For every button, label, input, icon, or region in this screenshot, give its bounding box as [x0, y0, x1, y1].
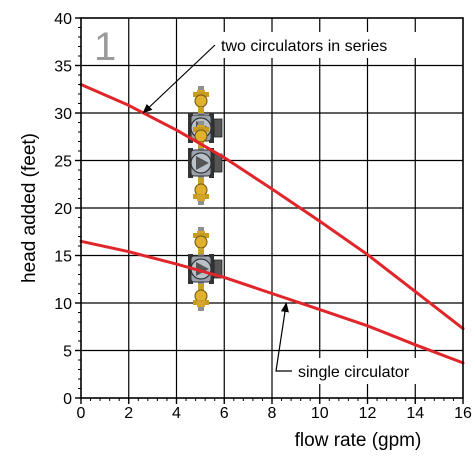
y-tick-label: 15 [54, 249, 72, 266]
grid [81, 18, 463, 398]
y-tick-label: 40 [54, 11, 72, 28]
y-tick-label: 25 [54, 154, 72, 171]
annotation-two-circulators: two circulators in series [221, 38, 387, 55]
x-tick-label: 4 [172, 405, 181, 422]
x-tick-label: 14 [406, 405, 424, 422]
annotation-arrow-single-circulator [275, 302, 292, 372]
y-tick-label: 5 [63, 344, 72, 361]
x-tick-label: 0 [77, 405, 86, 422]
annotations: two circulators in series single circula… [142, 32, 444, 384]
x-tick-label: 16 [454, 405, 472, 422]
x-tick-label: 8 [268, 405, 277, 422]
series-line-single-circulator [79, 239, 465, 365]
y-tick-label: 30 [54, 106, 72, 123]
panel-number: 1 [94, 25, 116, 69]
x-tick-label: 12 [359, 405, 377, 422]
annotation-bg-single [292, 358, 440, 384]
y-tick-label: 0 [63, 391, 72, 408]
y-tick-label: 10 [54, 296, 72, 313]
axis-ticks: 0 2 4 6 8 10 12 14 16 0 5 10 15 20 25 30 35 40 [54, 11, 472, 422]
annotation-arrow-two-circulators [142, 44, 216, 114]
annotation-single-circulator: single circulator [298, 364, 410, 381]
x-tick-label: 2 [124, 405, 133, 422]
x-tick-label: 10 [311, 405, 329, 422]
y-axis-title: head added (feet) [19, 133, 40, 283]
y-tick-label: 35 [54, 59, 72, 76]
x-axis-title: flow rate (gpm) [295, 430, 422, 451]
y-tick-label: 20 [54, 201, 72, 218]
x-tick-label: 6 [220, 405, 229, 422]
annotation-bg-series [214, 32, 444, 58]
